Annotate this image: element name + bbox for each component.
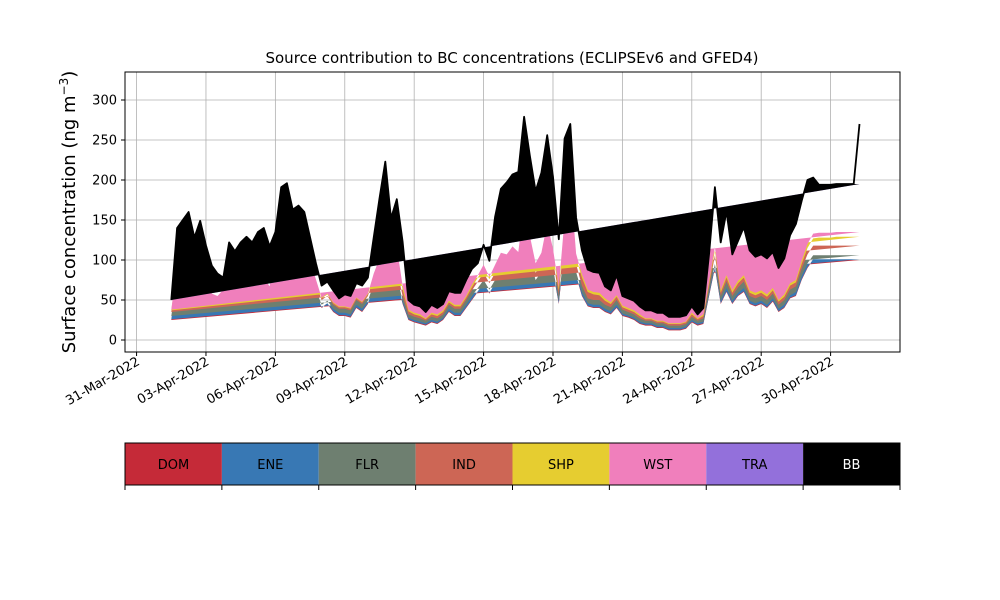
stacked-areas (171, 116, 860, 331)
x-tick-label: 24-Apr-2022 (621, 354, 698, 407)
legend-swatch-shp (512, 443, 610, 485)
x-tick-label: 09-Apr-2022 (274, 354, 351, 407)
y-tick-label: 50 (100, 294, 117, 309)
y-tick-label: 0 (109, 334, 117, 349)
y-tick-label: 200 (92, 174, 117, 189)
x-tick-label: 03-Apr-2022 (135, 354, 212, 407)
x-tick-label: 06-Apr-2022 (204, 354, 281, 407)
total-line-layer (170, 115, 861, 318)
legend-swatch-wst (609, 443, 707, 485)
x-tick-label: 18-Apr-2022 (482, 354, 559, 407)
y-axis-label-main: Surface concentration (ng m (59, 95, 80, 353)
legend-label-tra: TRA (741, 458, 767, 473)
x-tick-label: 27-Apr-2022 (690, 354, 767, 407)
legend-label-shp: SHP (548, 458, 574, 473)
legend: DOM ENE FLR IND SHP WST TRA BB (124, 442, 901, 490)
x-tick-label: 12-Apr-2022 (343, 354, 420, 407)
legend-swatch-flr (318, 443, 416, 485)
y-tick-label: 250 (92, 134, 117, 149)
chart-title: Source contribution to BC concentrations… (265, 49, 758, 67)
y-axis-ticks: 0 50 100 150 200 250 300 (92, 94, 125, 349)
x-tick-label: 15-Apr-2022 (412, 354, 489, 407)
y-axis-label: Surface concentration (ng m−3) (57, 71, 80, 354)
x-tick-label: 21-Apr-2022 (551, 354, 628, 407)
legend-swatch-ene (221, 443, 319, 485)
plot-frame (124, 71, 901, 353)
legend-swatch-dom (125, 443, 222, 485)
legend-label-bb: BB (843, 458, 861, 473)
x-tick-label: 30-Apr-2022 (759, 354, 836, 407)
legend-label-flr: FLR (355, 458, 379, 473)
legend-label-wst: WST (643, 458, 672, 473)
y-axis-label-superscript: −3 (57, 78, 71, 96)
y-axis-label-close: ) (59, 71, 80, 78)
legend-swatch-bb (803, 443, 900, 485)
y-tick-label: 300 (92, 94, 117, 109)
total-line (170, 115, 861, 318)
legend-swatch-tra (706, 443, 804, 485)
legend-label-ind: IND (452, 458, 476, 473)
x-tick-label: 31-Mar-2022 (63, 354, 142, 408)
legend-swatch-ind (415, 443, 513, 485)
y-tick-label: 150 (92, 214, 117, 229)
y-tick-label: 100 (92, 254, 117, 269)
area-bb (171, 116, 860, 317)
legend-label-dom: DOM (158, 458, 189, 473)
legend-label-ene: ENE (257, 458, 283, 473)
x-axis-ticks: 31-Mar-202203-Apr-202206-Apr-202209-Apr-… (63, 352, 837, 409)
